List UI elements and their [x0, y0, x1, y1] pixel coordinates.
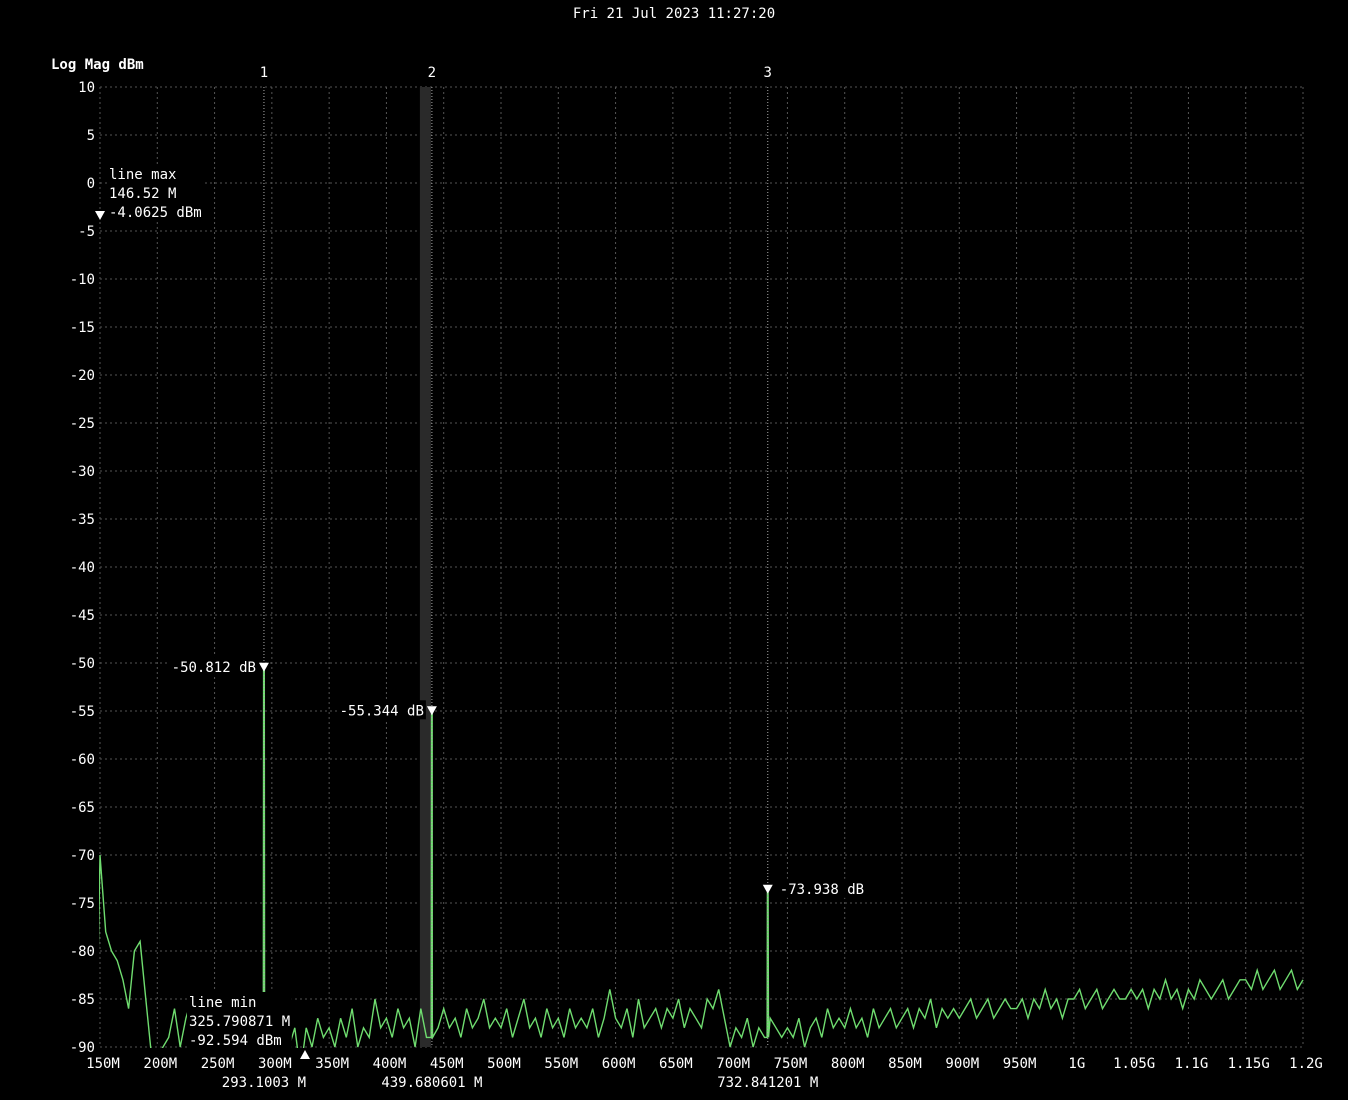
y-tick-label: -40 — [70, 560, 95, 576]
x-tick-label: 1.2G — [1289, 1056, 1323, 1072]
marker-2-value-label-bg — [337, 700, 426, 720]
marker-1-value-label-text: -50.812 dB — [172, 660, 256, 676]
marker-1-number[interactable]: 1 — [260, 65, 268, 81]
axes: 10 5 0 -5 -10 -15 -20 -25 -30 -35 -40 -45 -50 -55 -60 -… — [70, 80, 1323, 1072]
line-max-label-bg — [107, 164, 204, 221]
x-tick-label: 150M — [86, 1056, 120, 1072]
y-tick-label: -10 — [70, 272, 95, 288]
x-tick-label: 950M — [1003, 1056, 1037, 1072]
line-min-triangle-icon[interactable] — [300, 1050, 310, 1059]
y-tick-label: -80 — [70, 944, 95, 960]
y-tick-label: -25 — [70, 416, 95, 432]
y-tick-label: -15 — [70, 320, 95, 336]
x-tick-label: 200M — [143, 1056, 177, 1072]
trace-layer — [99, 670, 1304, 1048]
x-tick-label: 550M — [544, 1056, 578, 1072]
y-tick-label: -35 — [70, 512, 95, 528]
x-tick-label: 1.15G — [1228, 1056, 1270, 1072]
line-min-label-bg — [187, 992, 292, 1049]
y-tick-label: 10 — [78, 80, 95, 96]
selected-marker-band — [419, 87, 431, 1047]
x-tick-label: 800M — [831, 1056, 865, 1072]
x-tick-label: 350M — [315, 1056, 349, 1072]
markers[interactable]: 1 -50.812 dB 293.1003 M 2 -55.344 dB 439.6806… — [95, 65, 866, 1091]
x-tick-label: 400M — [373, 1056, 407, 1072]
line-max-label-text: -4.0625 dBm — [109, 205, 202, 221]
y-tick-label: -30 — [70, 464, 95, 480]
marker-3-value-label-bg — [777, 878, 866, 898]
y-tick-label: -5 — [78, 224, 95, 240]
marker-3-triangle-icon[interactable] — [762, 884, 773, 894]
trace-line — [99, 670, 1304, 1048]
marker-2-value-label: -55.344 dB — [337, 700, 426, 720]
line-min-label-text: line min — [189, 995, 256, 1011]
line-max-triangle-icon[interactable] — [95, 211, 106, 220]
x-tick-label: 1G — [1068, 1056, 1085, 1072]
line-max-label-text: 146.52 M — [109, 186, 176, 202]
x-tick-label: 450M — [430, 1056, 464, 1072]
y-tick-label: -65 — [70, 800, 95, 816]
y-tick-label: -85 — [70, 992, 95, 1008]
y-tick-label: -45 — [70, 608, 95, 624]
x-tick-label: 1.1G — [1175, 1056, 1209, 1072]
y-tick-label: -55 — [70, 704, 95, 720]
marker-2-value-label-text: -55.344 dB — [340, 703, 424, 719]
y-tick-label: -50 — [70, 656, 95, 672]
line-max-label-text: line max — [109, 167, 176, 183]
x-tick-label: 300M — [258, 1056, 292, 1072]
y-tick-label: 0 — [87, 176, 95, 192]
y-tick-label: -75 — [70, 896, 95, 912]
y-tick-label: 5 — [87, 128, 95, 144]
line-min-label: line min 325.790871 M -92.594 dBm — [187, 992, 292, 1049]
y-tick-label: -20 — [70, 368, 95, 384]
x-tick-label: 600M — [602, 1056, 636, 1072]
x-tick-label: 850M — [888, 1056, 922, 1072]
marker-2-number[interactable]: 2 — [428, 65, 436, 81]
x-tick-label: 250M — [201, 1056, 235, 1072]
marker-3-freq-label: 732.841201 M — [717, 1075, 818, 1091]
x-tick-label: 750M — [774, 1056, 808, 1072]
line-min-label-text: 325.790871 M — [189, 1014, 290, 1030]
x-tick-label: 500M — [487, 1056, 521, 1072]
x-tick-label: 900M — [945, 1056, 979, 1072]
marker-1-triangle-icon[interactable] — [258, 662, 269, 672]
marker-1-value-label: -50.812 dB — [169, 656, 258, 676]
marker-bands — [419, 87, 431, 1047]
marker-1-value-label-bg — [169, 656, 258, 676]
timestamp: Fri 21 Jul 2023 11:27:20 — [573, 6, 775, 22]
marker-2-freq-label: 439.680601 M — [381, 1075, 482, 1091]
x-tick-label: 700M — [716, 1056, 750, 1072]
marker-3-number[interactable]: 3 — [764, 65, 772, 81]
marker-3-value-label: -73.938 dB — [777, 878, 866, 898]
y-axis-label: Log Mag dBm — [51, 57, 144, 73]
x-tick-label: 650M — [659, 1056, 693, 1072]
x-tick-label: 1.05G — [1113, 1056, 1155, 1072]
y-tick-label: -90 — [70, 1040, 95, 1056]
line-min-label-text: -92.594 dBm — [189, 1033, 282, 1049]
marker-3-value-label-text: -73.938 dB — [780, 882, 864, 898]
y-tick-label: -70 — [70, 848, 95, 864]
y-tick-label: -60 — [70, 752, 95, 768]
grid — [99, 86, 1304, 1048]
marker-2-triangle-icon[interactable] — [426, 706, 437, 716]
marker-1-freq-label: 293.1003 M — [222, 1075, 306, 1091]
line-max-label: line max 146.52 M -4.0625 dBm — [107, 164, 204, 221]
